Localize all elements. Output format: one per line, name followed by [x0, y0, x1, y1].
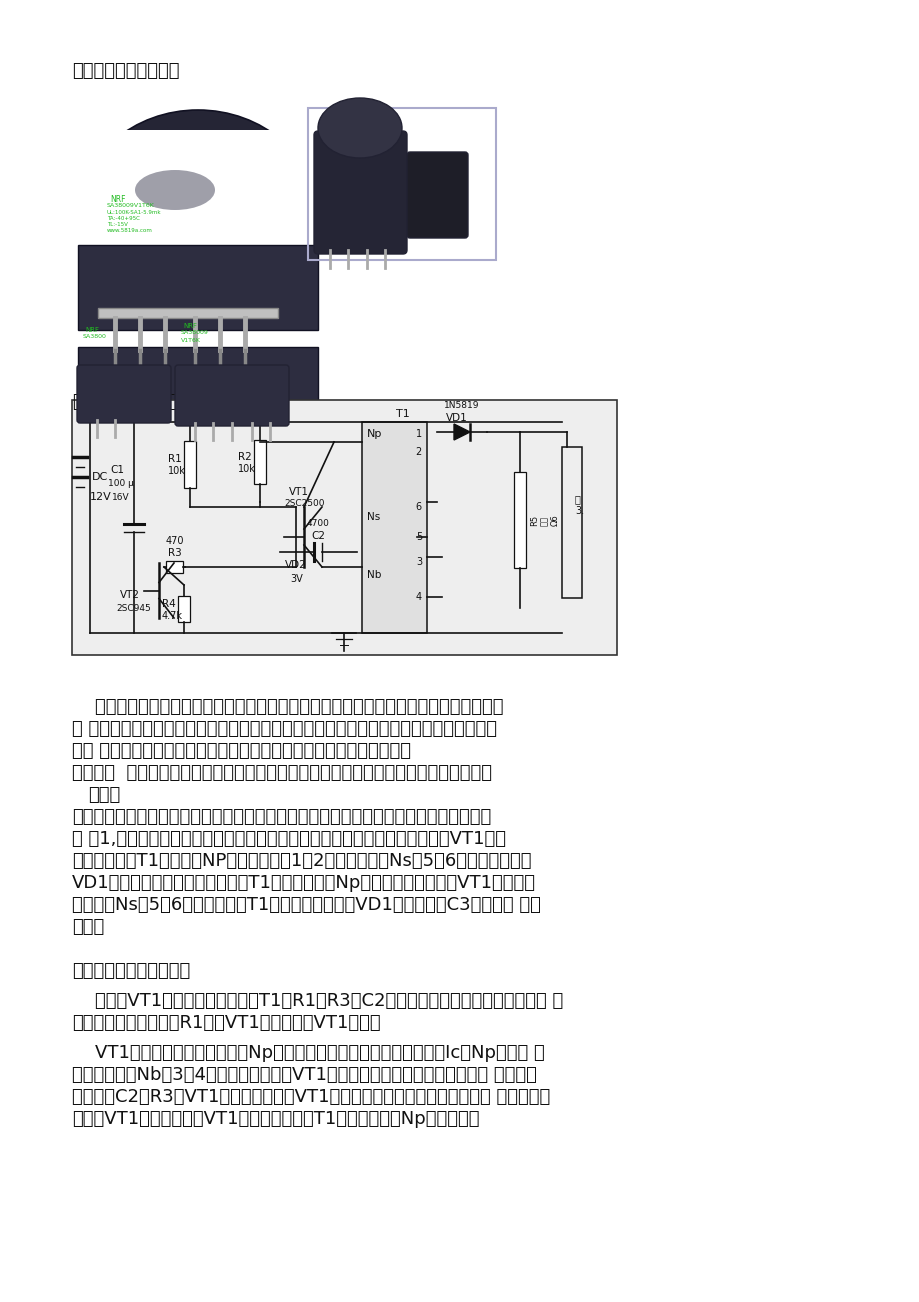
Text: 源后，电流经启动电阻R1流向VT1的基极，使VT1导通。: 源后，电流经启动电阻R1流向VT1的基极，使VT1导通。	[72, 1014, 380, 1032]
Text: 自制太阳能充电器电路: 自制太阳能充电器电路	[72, 393, 179, 411]
Text: 此电压经C2、R3向VT1注入基极电流使VT1的集电极电流进一步增大，正反馈 产生雪崩过: 此电压经C2、R3向VT1注入基极电流使VT1的集电极电流进一步增大，正反馈 产…	[72, 1088, 550, 1105]
Bar	[308, 108, 495, 260]
Polygon shape	[453, 424, 470, 440]
Text: 10k: 10k	[238, 464, 255, 474]
Text: 2SC945: 2SC945	[116, 604, 151, 613]
Ellipse shape	[79, 109, 317, 320]
Text: UL:100K-SA1-5.9mk: UL:100K-SA1-5.9mk	[107, 210, 162, 215]
Text: 三极管VT1为开关电源管，它和T1、R1、R3、C2等组成自激式振荚电路。加上输入 电: 三极管VT1为开关电源管，它和T1、R1、R3、C2等组成自激式振荚电路。加上输…	[72, 992, 562, 1010]
Text: V1T6K: V1T6K	[181, 339, 200, 342]
Text: C1: C1	[110, 465, 124, 475]
Text: VD1处于截止状态，这时高频变压T1通过初级线圈Np储存能量；当开关管VT1截止时，: VD1处于截止状态，这时高频变压T1通过初级线圈Np储存能量；当开关管VT1截止…	[72, 874, 536, 892]
Text: 程，使VT1饱和导通。在VT1饱和导通期间，T1通过初级线圈Np储存磁能。: 程，使VT1饱和导通。在VT1饱和导通期间，T1通过初级线圈Np储存磁能。	[72, 1111, 479, 1128]
Text: VD1: VD1	[446, 413, 468, 423]
Text: R4: R4	[162, 599, 176, 609]
Text: 自制太阳能充电器电路: 自制太阳能充电器电路	[72, 62, 179, 79]
Bar	[361, 422, 426, 633]
Text: SA38009: SA38009	[181, 329, 209, 335]
Text: 电
3.: 电 3.	[574, 495, 584, 516]
Text: 电路工作原理简述如下：: 电路工作原理简述如下：	[72, 962, 190, 980]
Bar	[98, 309, 278, 318]
Text: 且充 电器不在身边或找不到可以充电的地方，影响了手机的正常使用。: 且充 电器不在身边或找不到可以充电的地方，影响了手机的正常使用。	[72, 742, 411, 760]
Text: 100 μ: 100 μ	[108, 479, 134, 488]
FancyBboxPatch shape	[406, 152, 468, 238]
Text: 470: 470	[165, 536, 184, 546]
Text: 4: 4	[415, 592, 422, 602]
Text: R3: R3	[167, 548, 181, 559]
Bar	[184, 441, 196, 488]
Text: 3V: 3V	[289, 574, 302, 585]
Bar	[562, 447, 582, 598]
Text: Nb: Nb	[367, 570, 381, 579]
Text: 工作原理  太阳能电池在使用时由于太阳光的变化较大，其内阻又比较高，因此输出电压: 工作原理 太阳能电池在使用时由于太阳光的变化较大，其内阻又比较高，因此输出电压	[72, 764, 492, 783]
Text: 2SC2500: 2SC2500	[284, 500, 324, 509]
Text: 长，反馈线圈Nb产3正4负的感应电压，使VT1得到基极为正，发射极为负的正反 馈电压，: 长，反馈线圈Nb产3正4负的感应电压，使VT1得到基极为正，发射极为负的正反 馈…	[72, 1066, 537, 1085]
Text: 不稳定: 不稳定	[88, 786, 120, 805]
FancyBboxPatch shape	[313, 132, 406, 254]
Text: 1: 1	[415, 428, 422, 439]
Bar	[166, 561, 183, 573]
Text: 16V: 16V	[112, 493, 130, 503]
FancyBboxPatch shape	[175, 365, 289, 426]
Text: www.5819a.com: www.5819a.com	[107, 228, 153, 233]
Bar	[72, 400, 617, 655]
Text: VT2: VT2	[119, 591, 140, 600]
Text: DC: DC	[92, 473, 108, 482]
FancyBboxPatch shape	[77, 365, 171, 423]
Text: 2: 2	[415, 447, 422, 457]
Text: Ns: Ns	[367, 512, 380, 522]
Text: 4.7k: 4.7k	[162, 611, 183, 621]
Text: Np: Np	[367, 428, 382, 439]
Text: 12V: 12V	[90, 492, 111, 503]
Text: 见 图1,它是单管直流变换电路，采用单端反激式变换器电路的形式。当开关管VT1导通: 见 图1,它是单管直流变换电路，采用单端反激式变换器电路的形式。当开关管VT1导…	[72, 829, 505, 848]
Text: 4700: 4700	[307, 519, 330, 529]
Bar	[254, 440, 266, 484]
Bar	[60, 130, 359, 329]
Text: T1: T1	[395, 409, 409, 419]
Text: 5: 5	[415, 533, 422, 542]
Text: VD2: VD2	[285, 560, 306, 570]
Text: C2: C2	[312, 531, 325, 542]
Text: VT1导通后，变压器初级线圈Np就加上输入直流电压，其集电极电流Ic在Np中线性 增: VT1导通后，变压器初级线圈Np就加上输入直流电压，其集电极电流Ic在Np中线性…	[72, 1044, 544, 1062]
Text: NRF: NRF	[110, 195, 125, 204]
Text: R5
阻值
Ω6: R5 阻值 Ω6	[529, 514, 559, 526]
Text: R1: R1	[168, 454, 182, 465]
Text: 输出。: 输出。	[72, 918, 104, 936]
Text: NRF: NRF	[183, 323, 197, 329]
Ellipse shape	[318, 98, 402, 158]
Ellipse shape	[135, 171, 215, 210]
Text: 输出电流也小，这就需要用一个直流变换电路变换电压后供手机电池充电，直流变换电路: 输出电流也小，这就需要用一个直流变换电路变换电压后供手机电池充电，直流变换电路	[72, 809, 491, 825]
Text: SA38009V1T6K: SA38009V1T6K	[107, 203, 154, 208]
Bar	[177, 596, 190, 622]
Text: 3: 3	[415, 557, 422, 566]
Text: 手 机电池充电，并能在电池充电完成后自动停止充电，解决了外出时手机电池突然没有电: 手 机电池充电，并能在电池充电完成后自动停止充电，解决了外出时手机电池突然没有电	[72, 720, 496, 738]
Text: TA:-40+95C: TA:-40+95C	[107, 216, 140, 221]
Text: 时，高频变压T1初级线圈NP的感应电压为1正2负，次级线圈Ns为5正6负，整流二极管: 时，高频变压T1初级线圈NP的感应电压为1正2负，次级线圈Ns为5正6负，整流二…	[72, 852, 531, 870]
Text: 次级线圈Ns为5负6正，高频变压T1中存储的能量通过VD1整流和电容C3滤波后向 负载: 次级线圈Ns为5负6正，高频变压T1中存储的能量通过VD1整流和电容C3滤波后向…	[72, 896, 540, 914]
Text: 本文介绍一种太阳能手机充电器，它使用太阳能电池板，经电路进行直流电压变换后给: 本文介绍一种太阳能手机充电器，它使用太阳能电池板，经电路进行直流电压变换后给	[72, 698, 503, 716]
Text: 1N5819: 1N5819	[444, 401, 479, 410]
Text: NRF: NRF	[85, 327, 99, 333]
Polygon shape	[78, 245, 318, 329]
Polygon shape	[78, 348, 318, 492]
Text: VT1: VT1	[289, 487, 309, 497]
Text: R2: R2	[238, 452, 252, 462]
Bar	[514, 471, 526, 569]
Text: 6: 6	[415, 503, 422, 512]
Text: 10k: 10k	[168, 466, 186, 477]
Text: TL:-15V: TL:-15V	[107, 223, 128, 227]
Text: SA3800: SA3800	[83, 335, 107, 339]
